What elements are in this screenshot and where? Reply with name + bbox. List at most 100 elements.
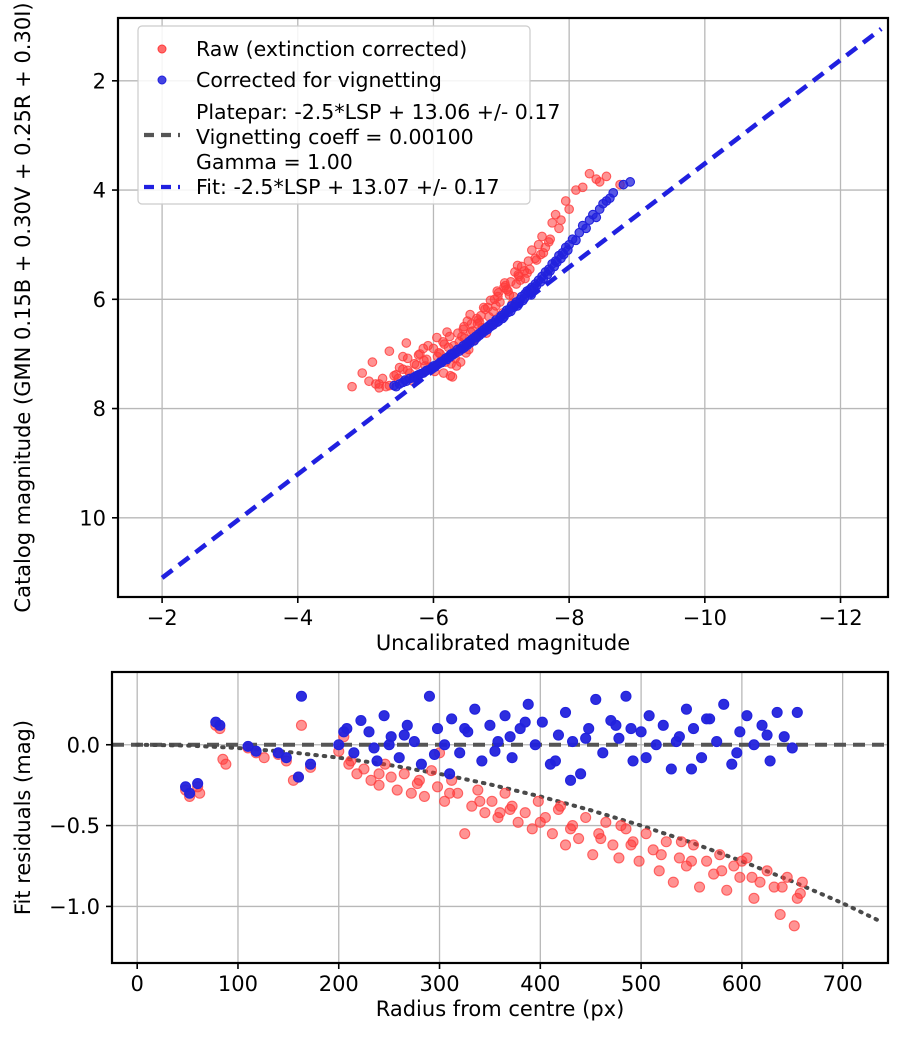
data-point [580,732,592,744]
xtick-label: 300 [419,972,459,996]
data-point [670,735,682,748]
data-point [573,832,585,845]
data-point [428,343,439,354]
legend-label-corrected: Corrected for vignetting [196,68,442,92]
data-point [522,698,534,710]
xtick-label: 600 [722,972,762,996]
data-point [552,257,562,268]
data-point [377,373,388,384]
ytick-label: 8 [93,397,106,421]
data-point [564,774,577,786]
data-point [378,710,390,722]
data-point [531,255,542,265]
bottom-yaxis-label: Fit residuals (mag) [11,720,35,915]
data-point [385,771,397,783]
data-point [595,832,607,845]
data-point [184,787,196,799]
data-point [454,747,466,759]
data-point [489,745,501,757]
legend-marker-raw [157,44,167,54]
data-point [499,787,511,799]
data-point [610,719,622,731]
data-point [391,784,403,796]
data-point [357,368,368,378]
data-point [408,735,420,748]
data-point [512,260,523,271]
data-point [685,855,698,867]
data-point [333,739,345,751]
data-point [304,758,317,770]
data-point [650,739,662,751]
data-point [655,849,667,861]
data-point [348,747,360,759]
data-point [423,690,436,702]
data-point [474,795,486,807]
data-point [714,849,726,861]
data-point [633,855,645,867]
data-point [373,779,385,791]
data-point [647,844,659,856]
data-point [536,716,548,728]
data-point [665,763,677,775]
data-point [295,690,308,702]
data-point [506,752,518,764]
data-point [601,171,612,182]
data-point [499,282,509,293]
xtick-label: 100 [218,972,258,996]
ytick-label: 0.0 [67,733,100,757]
data-point [428,748,441,761]
legend-label-fit: Fit: -2.5*LSP + 13.07 +/- 0.17 [196,175,500,199]
data-point [600,816,612,828]
data-point [625,723,637,735]
data-point [373,768,385,780]
data-point [796,876,808,888]
legend: Raw (extinction corrected) Corrected for … [137,25,560,205]
data-point [587,849,599,861]
ytick-label: −1.0 [49,895,100,919]
data-point [295,719,308,731]
data-point [519,807,531,819]
data-point [781,871,793,883]
data-point [620,690,632,702]
data-point [653,865,665,877]
top-yaxis-label: Catalog magnitude (GMN 0.15B + 0.30V + 0… [11,2,35,612]
scatter-series [180,690,803,799]
data-point [547,217,558,228]
data-point [476,755,488,767]
data-point [338,726,350,738]
data-point [613,852,625,864]
data-point [367,357,378,367]
legend-label-vignetting-coeff: Vignetting coeff = 0.00100 [196,125,474,149]
data-point [409,358,420,369]
data-point [343,758,355,770]
data-point [444,331,455,342]
data-point [584,168,595,179]
data-point [680,703,692,715]
data-point [559,839,572,851]
data-point [554,800,567,812]
data-point [447,372,458,382]
data-point [492,735,504,748]
data-point [484,719,496,731]
data-point [504,731,516,743]
data-point [401,338,412,348]
data-point [519,266,530,276]
data-point [657,719,669,731]
data-point [687,723,700,735]
data-point [431,723,444,735]
data-point [693,881,706,893]
data-point [363,726,375,738]
data-point [472,784,484,796]
data-point [728,860,740,872]
data-point [590,693,602,706]
data-point [701,855,713,867]
xtick-label: 200 [319,972,359,996]
data-point [560,196,571,206]
data-point [711,735,723,748]
data-point [389,380,399,391]
data-point [446,713,458,725]
bottom-xaxis-label: Radius from centre (px) [376,997,625,1021]
data-point [292,771,304,783]
data-point [444,768,456,780]
